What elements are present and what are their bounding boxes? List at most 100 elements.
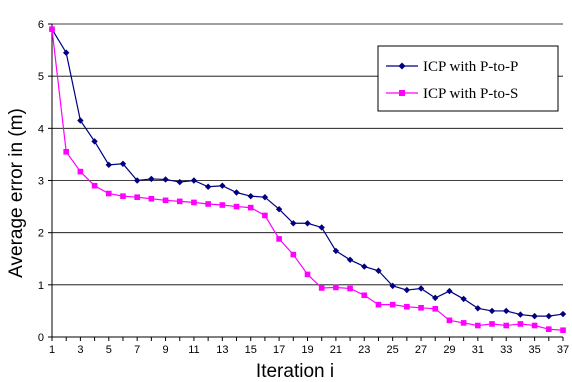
point-icp-with-p-to-s-4 (91, 182, 98, 189)
y-tick-label-2: 2 (38, 228, 44, 240)
point-icp-with-p-to-p-31 (474, 305, 482, 312)
point-icp-with-p-to-p-2 (62, 49, 70, 56)
x-tick-label-33: 33 (500, 344, 512, 356)
point-icp-with-p-to-p-12 (204, 183, 212, 190)
legend-marker-p-to-p (398, 62, 406, 70)
x-tick-label-29: 29 (443, 344, 455, 356)
x-tick-label-13: 13 (216, 344, 228, 356)
x-axis-label: Iteration i (256, 361, 334, 382)
x-tick-label-7: 7 (134, 344, 140, 356)
point-icp-with-p-to-s-33 (503, 322, 510, 329)
point-icp-with-p-to-s-29 (446, 317, 453, 324)
point-icp-with-p-to-s-12 (205, 201, 211, 207)
x-tick-label-15: 15 (245, 344, 257, 356)
point-icp-with-p-to-p-30 (460, 295, 467, 303)
point-icp-with-p-to-p-16 (261, 193, 269, 201)
legend: ICP with P-to-P ICP with P-to-S (377, 45, 559, 112)
legend-marker-p-to-s (399, 90, 405, 96)
point-icp-with-p-to-s-13 (219, 202, 226, 208)
point-icp-with-p-to-s-14 (233, 203, 240, 210)
point-icp-with-p-to-s-34 (517, 321, 524, 327)
point-icp-with-p-to-p-3 (77, 117, 84, 124)
point-icp-with-p-to-s-21 (333, 284, 339, 291)
point-icp-with-p-to-s-23 (361, 292, 368, 299)
point-icp-with-p-to-s-3 (77, 168, 84, 175)
point-icp-with-p-to-p-23 (361, 263, 368, 270)
point-icp-with-p-to-s-5 (105, 190, 112, 197)
y-tick-label-5: 5 (38, 71, 44, 83)
point-icp-with-p-to-s-35 (531, 322, 538, 329)
point-icp-with-p-to-p-21 (332, 247, 340, 255)
x-tick-label-5: 5 (106, 344, 112, 356)
x-tick-label-23: 23 (358, 344, 370, 356)
point-icp-with-p-to-p-17 (275, 205, 283, 213)
x-tick-labels: 1 3 5 7 9 11 13 15 17 19 21 23 25 27 29 31 33 35 37 (49, 344, 569, 356)
point-icp-with-p-to-p-6 (119, 160, 127, 168)
point-icp-with-p-to-p-20 (318, 224, 325, 231)
y-axis-label: Average error in (m) (6, 108, 27, 278)
point-icp-with-p-to-s-24 (375, 301, 382, 308)
point-icp-with-p-to-s-17 (276, 236, 282, 242)
y-tick-labels: 0 1 2 3 4 5 6 (38, 19, 44, 344)
x-tick-label-25: 25 (387, 344, 399, 356)
point-icp-with-p-to-p-28 (432, 294, 439, 302)
point-icp-with-p-to-s-2 (63, 149, 69, 155)
point-icp-with-p-to-s-19 (304, 271, 311, 278)
point-icp-with-p-to-p-9 (162, 176, 169, 183)
y-tick-label-4: 4 (38, 123, 44, 135)
point-icp-with-p-to-s-22 (347, 285, 353, 292)
point-icp-with-p-to-s-31 (475, 322, 481, 329)
x-tick-label-9: 9 (162, 344, 168, 356)
point-icp-with-p-to-s-26 (404, 303, 410, 310)
point-icp-with-p-to-s-1 (49, 26, 55, 33)
point-icp-with-p-to-s-6 (120, 193, 126, 199)
series-group (48, 26, 567, 334)
point-icp-with-p-to-s-25 (389, 301, 396, 308)
point-icp-with-p-to-s-16 (262, 212, 268, 219)
point-icp-with-p-to-p-13 (219, 182, 226, 189)
point-icp-with-p-to-p-33 (503, 307, 510, 315)
axes (48, 23, 564, 341)
point-icp-with-p-to-p-25 (389, 282, 396, 290)
point-icp-with-p-to-s-37 (560, 327, 566, 334)
point-icp-with-p-to-s-20 (318, 285, 325, 291)
point-icp-with-p-to-p-37 (559, 310, 567, 318)
point-icp-with-p-to-s-10 (176, 198, 183, 205)
point-icp-with-p-to-p-10 (176, 178, 183, 186)
point-icp-with-p-to-p-18 (290, 220, 297, 227)
point-icp-with-p-to-s-7 (134, 194, 140, 200)
legend-box (377, 45, 559, 112)
point-icp-with-p-to-p-32 (488, 307, 496, 315)
point-icp-with-p-to-p-29 (446, 287, 453, 295)
x-tick-label-17: 17 (273, 344, 285, 356)
point-icp-with-p-to-p-7 (133, 177, 141, 184)
x-tick-label-11: 11 (188, 344, 199, 356)
point-icp-with-p-to-s-27 (418, 304, 424, 311)
y-tick-label-0: 0 (38, 332, 44, 344)
x-tick-label-3: 3 (77, 344, 83, 356)
point-icp-with-p-to-s-15 (247, 204, 254, 211)
point-icp-with-p-to-p-19 (304, 220, 311, 227)
point-icp-with-p-to-s-8 (148, 195, 155, 202)
point-icp-with-p-to-p-5 (105, 161, 112, 169)
x-tick-label-21: 21 (330, 344, 342, 356)
point-icp-with-p-to-p-24 (375, 267, 382, 274)
point-icp-with-p-to-p-11 (190, 177, 198, 184)
legend-label-p-to-p: ICP with P-to-P (423, 59, 518, 75)
legend-label-p-to-s: ICP with P-to-S (423, 86, 518, 102)
point-icp-with-p-to-s-30 (460, 320, 467, 326)
point-icp-with-p-to-s-28 (432, 306, 439, 312)
point-icp-with-p-to-p-15 (247, 192, 254, 200)
point-icp-with-p-to-s-11 (191, 199, 197, 206)
point-icp-with-p-to-p-8 (148, 175, 155, 183)
point-icp-with-p-to-p-35 (531, 312, 538, 320)
point-icp-with-p-to-p-27 (417, 285, 425, 292)
y-tick-label-6: 6 (38, 19, 44, 31)
y-tick-label-3: 3 (38, 176, 44, 188)
point-icp-with-p-to-p-22 (346, 256, 354, 263)
point-icp-with-p-to-p-36 (545, 312, 553, 320)
x-tick-label-35: 35 (528, 344, 540, 356)
y-tick-label-1: 1 (38, 280, 44, 292)
x-tick-label-1: 1 (49, 344, 55, 356)
